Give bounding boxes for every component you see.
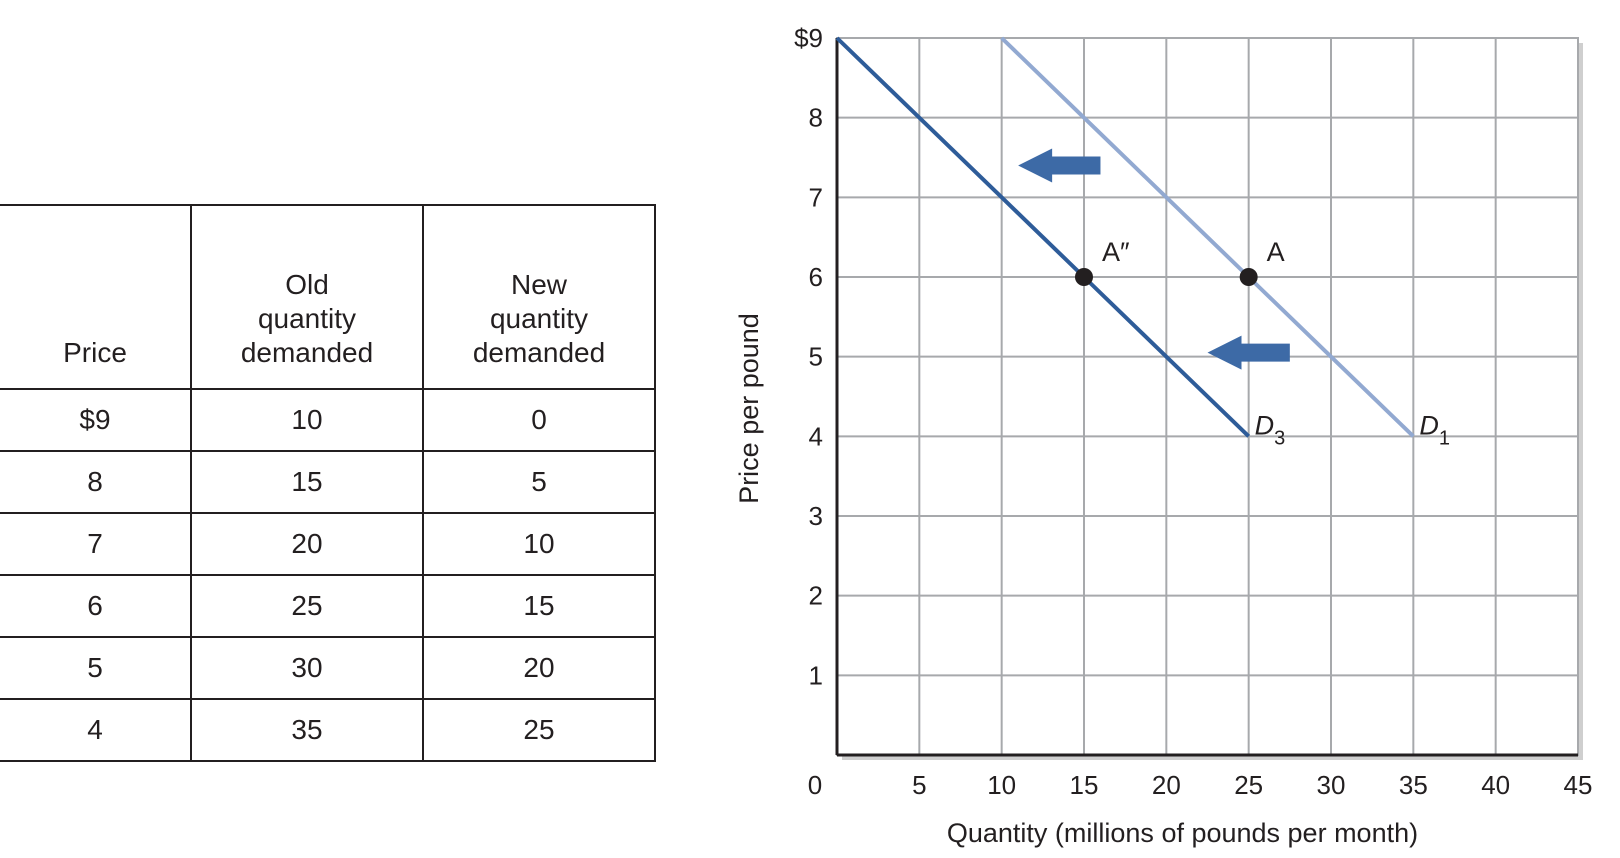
table-row: 4 35 25 bbox=[0, 698, 656, 762]
table-cell-price: 4 bbox=[0, 698, 192, 762]
x-axis-label: Quantity (millions of pounds per month) bbox=[947, 818, 1418, 848]
header-line: demanded bbox=[472, 337, 606, 368]
x-tick-label: 0 bbox=[808, 770, 822, 800]
table-cell-old-quantity: 25 bbox=[190, 574, 424, 638]
table-row: 6 25 15 bbox=[0, 574, 656, 638]
x-tick-label: 40 bbox=[1481, 770, 1510, 800]
table-cell-new-quantity: 15 bbox=[422, 574, 656, 638]
table-cell-price: 6 bbox=[0, 574, 192, 638]
table-cell-new-quantity: 10 bbox=[422, 512, 656, 576]
header-line: demanded bbox=[240, 337, 374, 368]
y-tick-label: 7 bbox=[809, 182, 823, 212]
table-cell-old-quantity: 10 bbox=[190, 388, 424, 452]
series-label-sub: 3 bbox=[1274, 427, 1285, 449]
table-cell-new-quantity: 25 bbox=[422, 698, 656, 762]
x-tick-label: 35 bbox=[1399, 770, 1428, 800]
point-label: A bbox=[1267, 237, 1285, 267]
header-line: Old bbox=[285, 269, 329, 300]
demand-curve-d3 bbox=[835, 36, 1251, 438]
point-label: A″ bbox=[1102, 237, 1130, 267]
x-tick-label: 30 bbox=[1317, 770, 1346, 800]
y-tick-label: 8 bbox=[809, 103, 823, 133]
point-marker bbox=[1239, 268, 1258, 286]
table-row: 7 20 10 bbox=[0, 512, 656, 576]
table-cell-new-quantity: 5 bbox=[422, 450, 656, 514]
table-cell-old-quantity: 20 bbox=[190, 512, 424, 576]
x-tick-label: 45 bbox=[1564, 770, 1593, 800]
series-label-main: D bbox=[1255, 410, 1275, 440]
table-cell-price: 7 bbox=[0, 512, 192, 576]
table-cell-price: 8 bbox=[0, 450, 192, 514]
x-tick-label: 15 bbox=[1070, 770, 1099, 800]
table-cell-new-quantity: 0 bbox=[422, 388, 656, 452]
point-marker bbox=[1075, 268, 1093, 286]
header-line: quantity bbox=[489, 303, 589, 334]
series-label-sub: 1 bbox=[1439, 427, 1450, 449]
demand-schedule-table: Price Old quantity demanded New quantity… bbox=[0, 204, 656, 762]
x-tick-label: 20 bbox=[1152, 770, 1181, 800]
series-label-d3: D3 bbox=[1255, 410, 1286, 449]
shift-left-arrow-icon bbox=[1207, 335, 1290, 370]
y-tick-label: 3 bbox=[809, 501, 823, 531]
header-line: quantity bbox=[257, 303, 357, 334]
y-tick-label: 5 bbox=[809, 342, 823, 372]
table-cell-new-quantity: 20 bbox=[422, 636, 656, 700]
table-cell-price: $9 bbox=[0, 388, 192, 452]
table-cell-price: 5 bbox=[0, 636, 192, 700]
y-tick-label: 6 bbox=[809, 262, 823, 292]
series-label-d1: D1 bbox=[1419, 410, 1450, 449]
table-cell-old-quantity: 35 bbox=[190, 698, 424, 762]
header-old-quantity: Old quantity demanded bbox=[190, 204, 424, 390]
table-cell-old-quantity: 30 bbox=[190, 636, 424, 700]
header-price: Price bbox=[0, 204, 192, 390]
header-new-quantity: New quantity demanded bbox=[422, 204, 656, 390]
table-row: 5 30 20 bbox=[0, 636, 656, 700]
table-row: 8 15 5 bbox=[0, 450, 656, 514]
series-label-main: D bbox=[1419, 410, 1439, 440]
table-row: $9 10 0 bbox=[0, 388, 656, 452]
y-axis-label: Price per pound bbox=[734, 313, 764, 504]
x-tick-label: 10 bbox=[987, 770, 1016, 800]
y-tick-label: 2 bbox=[809, 581, 823, 611]
demand-curve-d1 bbox=[1000, 36, 1415, 438]
shift-left-arrow-icon bbox=[1018, 148, 1101, 183]
header-line: Price bbox=[63, 337, 127, 368]
y-tick-label: 1 bbox=[809, 660, 823, 690]
table-header-row: Price Old quantity demanded New quantity… bbox=[0, 204, 656, 390]
demand-schedule-table-container: Price Old quantity demanded New quantity… bbox=[0, 204, 656, 762]
x-tick-label: 25 bbox=[1234, 770, 1263, 800]
y-tick-label: $9 bbox=[794, 23, 823, 53]
table-cell-old-quantity: 15 bbox=[190, 450, 424, 514]
x-tick-label: 5 bbox=[912, 770, 926, 800]
header-line: New bbox=[510, 269, 567, 300]
y-tick-label: 4 bbox=[809, 421, 823, 451]
